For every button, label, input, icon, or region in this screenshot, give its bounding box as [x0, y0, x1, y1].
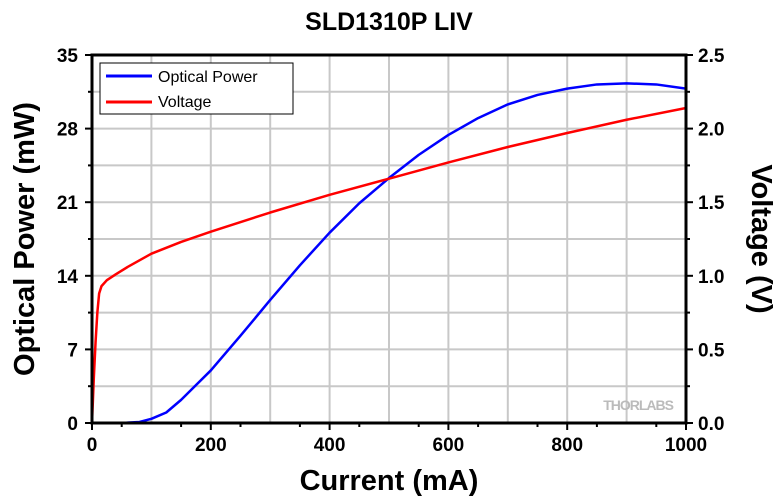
- y2-tick-label: 1.0: [698, 267, 724, 288]
- x-tick-label: 200: [195, 435, 227, 456]
- x-axis-label: Current (mA): [300, 465, 479, 497]
- legend-label-voltage: Voltage: [158, 94, 211, 111]
- series-group: [90, 82, 687, 425]
- x-tick-label: 400: [314, 435, 346, 456]
- y2-axis-label: Voltage (V): [745, 164, 777, 313]
- grid: [92, 55, 686, 423]
- y2-tick-label: 1.5: [698, 193, 725, 214]
- x-tick-label: 0: [87, 435, 98, 456]
- series-line-optical-power: [92, 82, 687, 425]
- y2-tick-label: 0.0: [698, 414, 724, 435]
- series-line-voltage: [90, 106, 687, 424]
- x-tick-label: 600: [433, 435, 465, 456]
- legend-box: [99, 62, 294, 115]
- y-tick-label: 21: [57, 193, 79, 214]
- chart-title: SLD1310P LIV: [305, 8, 473, 36]
- y2-tick-label: 2.0: [698, 120, 724, 141]
- y-tick-label: 14: [57, 267, 79, 288]
- legend: Optical Power Voltage: [99, 62, 294, 115]
- axes: 0 200 400 600 800 1000 0 7 14 21 28 35 0.0 0.5 1.0 1.5 2…: [57, 46, 725, 456]
- y-tick-label: 35: [57, 46, 79, 67]
- y2-tick-label: 2.5: [698, 46, 725, 67]
- y-tick-label: 28: [57, 120, 78, 141]
- y2-tick-label: 0.5: [698, 340, 725, 361]
- legend-label-optical-power: Optical Power: [158, 69, 258, 86]
- y-tick-label: 0: [67, 414, 78, 435]
- x-tick-label: 800: [551, 435, 583, 456]
- y-tick-label: 7: [67, 340, 78, 361]
- watermark-logo: THORLABS: [603, 397, 673, 413]
- y-axis-label: Optical Power (mW): [9, 102, 41, 376]
- x-tick-label: 1000: [665, 435, 707, 456]
